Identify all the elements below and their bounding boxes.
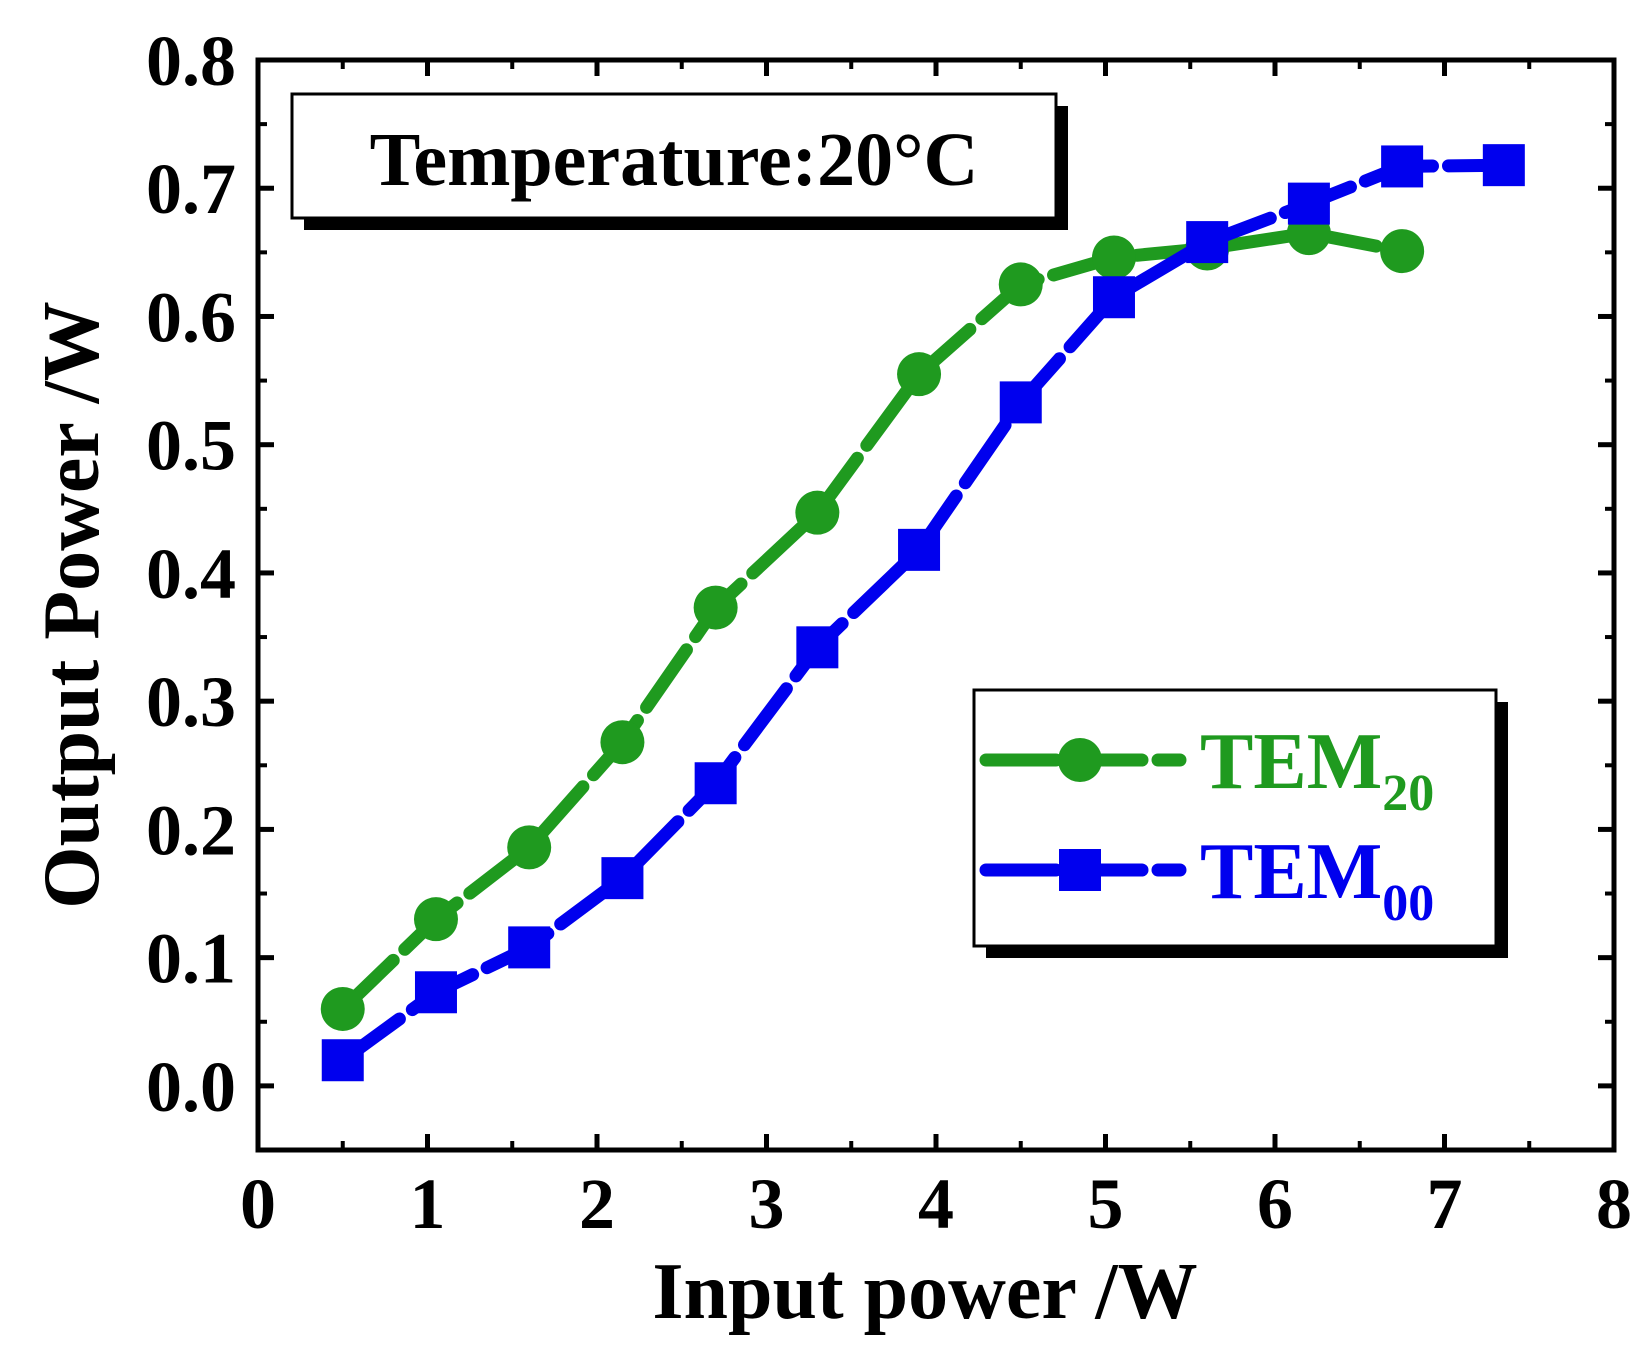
x-tick-label: 6 <box>1257 1164 1293 1244</box>
data-point <box>321 1039 364 1082</box>
legend-item-TEM20: TEM20 <box>979 718 1434 822</box>
data-point <box>1186 221 1229 264</box>
data-point <box>1380 229 1425 274</box>
y-tick-label: 0.3 <box>146 662 236 742</box>
data-point <box>1092 276 1135 319</box>
y-tick-label: 0.7 <box>146 149 236 229</box>
data-point <box>795 490 840 535</box>
data-point <box>1287 182 1330 225</box>
y-tick-labels: 0.0 0.1 0.2 0.3 0.4 0.5 0.6 0.7 0.8 <box>146 21 236 1127</box>
y-tick-label: 0.5 <box>146 406 236 486</box>
y-tick-label: 0.2 <box>146 790 236 870</box>
y-axis-title: Output Power /W <box>28 301 116 908</box>
data-point <box>898 528 941 571</box>
data-point <box>413 897 458 942</box>
data-point <box>1381 145 1424 188</box>
data-point <box>508 926 551 969</box>
data-point <box>414 971 457 1014</box>
y-tick-label: 0.6 <box>146 277 236 357</box>
x-tick-label: 3 <box>749 1164 785 1244</box>
data-point <box>897 352 942 397</box>
x-axis-title: Input power /W <box>652 1248 1197 1336</box>
x-tick-label: 2 <box>579 1164 615 1244</box>
series-TEM00 <box>321 144 1525 1082</box>
x-tick-label: 1 <box>410 1164 446 1244</box>
x-tick-labels: 0 1 2 3 4 5 6 7 8 <box>240 1164 1632 1244</box>
data-point <box>601 857 644 900</box>
data-point <box>1091 235 1136 280</box>
annotation-text: Temperature:20°C <box>370 118 979 202</box>
x-tick-label: 7 <box>1427 1164 1463 1244</box>
x-tick-label: 8 <box>1596 1164 1632 1244</box>
data-point <box>507 825 552 870</box>
data-point <box>999 381 1042 424</box>
data-point <box>796 626 839 669</box>
legend-label: TEM00 <box>1200 828 1434 932</box>
data-point <box>998 262 1043 307</box>
x-tick-label: 0 <box>240 1164 276 1244</box>
y-tick-label: 0.1 <box>146 919 236 999</box>
legend-item-TEM00: TEM00 <box>979 828 1434 932</box>
series-layer <box>320 144 1525 1082</box>
legend-marker <box>1058 738 1102 782</box>
y-tick-label: 0.8 <box>146 21 236 101</box>
data-point <box>693 585 738 630</box>
legend-label: TEM20 <box>1200 718 1434 822</box>
data-point <box>600 720 645 765</box>
x-tick-label: 5 <box>1088 1164 1124 1244</box>
data-point <box>320 986 365 1031</box>
data-point <box>1482 144 1525 187</box>
data-point <box>694 762 737 805</box>
axis-ticks <box>255 57 1617 1150</box>
annotation-box: Temperature:20°C <box>290 92 1068 230</box>
legend-marker <box>1059 849 1101 891</box>
x-tick-label: 4 <box>918 1164 954 1244</box>
y-tick-label: 0.4 <box>146 534 236 614</box>
y-tick-label: 0.0 <box>146 1047 236 1127</box>
